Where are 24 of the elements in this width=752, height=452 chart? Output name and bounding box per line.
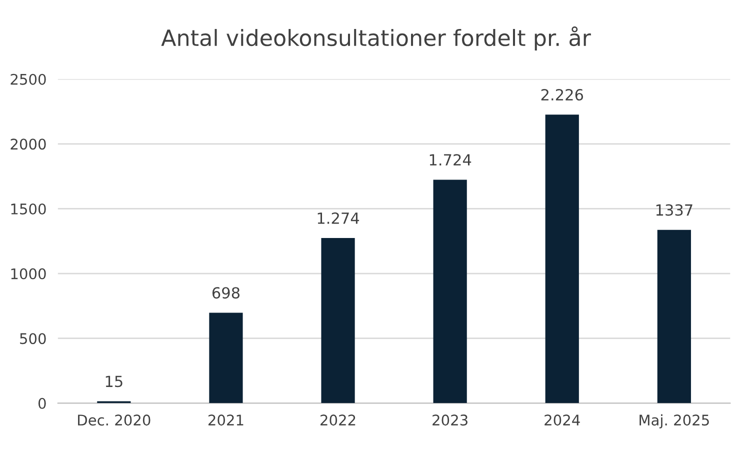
data-label: 1337	[656, 204, 692, 216]
x-tick-label: Dec. 2020	[78, 414, 150, 426]
data-label: 15	[106, 376, 122, 388]
x-tick-label: Maj. 2025	[640, 414, 709, 428]
x-tick-label: 2022	[320, 414, 356, 426]
bar	[545, 114, 579, 404]
y-tick-label: 500	[20, 333, 46, 344]
y-tick-label: 2500	[10, 74, 46, 85]
y-tick-label: 1500	[11, 203, 46, 214]
y-tick-label: 2000	[10, 138, 46, 150]
data-label: 1.274	[318, 212, 360, 224]
data-label: 698	[212, 287, 240, 299]
data-label: 1.724	[430, 154, 472, 166]
y-tick-label: 1000	[11, 268, 46, 280]
y-tick-label: 0	[38, 398, 46, 409]
data-label: 2.226	[541, 88, 584, 101]
bar	[209, 312, 243, 404]
x-tick-label: 2023	[432, 414, 468, 426]
bar	[657, 230, 691, 404]
chart-title: Antal videokonsultationer fordelt pr. år	[161, 26, 591, 50]
x-tick-label: 2024	[544, 414, 580, 426]
x-tick-label: 2021	[208, 414, 244, 426]
bar	[321, 238, 355, 404]
bar	[433, 180, 467, 404]
